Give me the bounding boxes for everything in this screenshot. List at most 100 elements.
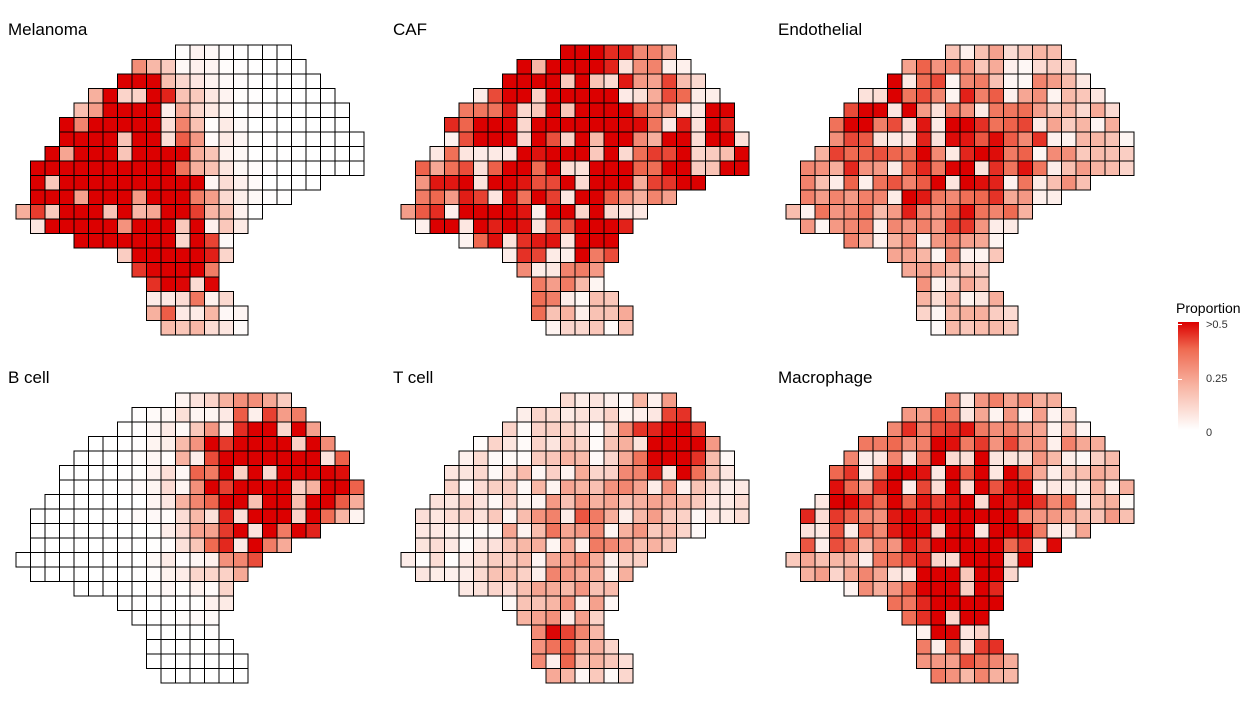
heatmap-cell xyxy=(829,566,845,582)
heatmap-cell xyxy=(1003,189,1019,205)
heatmap-cell xyxy=(988,44,1004,60)
heatmap-cell xyxy=(160,276,176,292)
heatmap-cell xyxy=(444,146,460,162)
heatmap-cell xyxy=(1046,44,1062,60)
heatmap-cell xyxy=(291,175,307,191)
heatmap-cell xyxy=(189,175,205,191)
heatmap-cell xyxy=(1046,88,1062,104)
heatmap-cell xyxy=(887,436,903,452)
heatmap-cell xyxy=(959,146,975,162)
heatmap-cell xyxy=(843,552,859,568)
heatmap-cell xyxy=(487,189,503,205)
heatmap-cell xyxy=(988,291,1004,307)
heatmap-cell xyxy=(858,218,874,234)
heatmap-cell xyxy=(1032,117,1048,133)
heatmap-cell xyxy=(117,552,133,568)
heatmap-cell xyxy=(59,146,75,162)
heatmap-cell xyxy=(574,494,590,510)
heatmap-cell xyxy=(218,407,234,423)
heatmap-cell xyxy=(291,436,307,452)
heatmap-cell xyxy=(618,320,634,336)
heatmap-cell xyxy=(487,465,503,481)
heatmap-cell xyxy=(872,218,888,234)
heatmap-cell xyxy=(545,247,561,263)
heatmap-cell xyxy=(618,537,634,553)
heatmap-cell xyxy=(204,450,220,466)
heatmap-cell xyxy=(872,479,888,495)
heatmap-cell xyxy=(175,305,191,321)
heatmap-cell xyxy=(959,117,975,133)
heatmap-cell xyxy=(218,436,234,452)
heatmap-cell xyxy=(487,479,503,495)
heatmap-cell xyxy=(930,595,946,611)
heatmap-cell xyxy=(458,160,474,176)
heatmap-cell xyxy=(160,595,176,611)
heatmap-cell xyxy=(146,552,162,568)
heatmap-cell xyxy=(632,88,648,104)
heatmap-cell xyxy=(117,102,133,118)
heatmap-cell xyxy=(444,508,460,524)
heatmap-cell xyxy=(690,160,706,176)
heatmap-cell xyxy=(916,465,932,481)
heatmap-cell xyxy=(1003,537,1019,553)
heatmap-cell xyxy=(189,421,205,437)
heatmap-cell xyxy=(959,59,975,75)
heatmap-cell xyxy=(858,233,874,249)
heatmap-cell xyxy=(632,189,648,205)
heatmap-cell xyxy=(175,552,191,568)
heatmap-cell xyxy=(872,465,888,481)
heatmap-cell xyxy=(131,88,147,104)
heatmap-cell xyxy=(218,146,234,162)
heatmap-cell xyxy=(262,189,278,205)
heatmap-cell xyxy=(160,653,176,669)
heatmap-cell xyxy=(516,247,532,263)
heatmap-cell xyxy=(589,581,605,597)
heatmap-cell xyxy=(959,160,975,176)
heatmap-cell xyxy=(160,320,176,336)
heatmap-cell xyxy=(247,421,263,437)
heatmap-cell xyxy=(574,160,590,176)
heatmap-cell xyxy=(473,494,489,510)
heatmap-cell xyxy=(974,494,990,510)
heatmap-cell xyxy=(146,233,162,249)
heatmap-cell xyxy=(603,595,619,611)
heatmap-cell xyxy=(516,160,532,176)
heatmap-cell xyxy=(1003,450,1019,466)
heatmap-cell xyxy=(429,204,445,220)
heatmap-cell xyxy=(59,552,75,568)
heatmap-cell xyxy=(930,88,946,104)
heatmap-cell xyxy=(560,566,576,582)
heatmap-cell xyxy=(959,392,975,408)
heatmap-cell xyxy=(974,523,990,539)
heatmap-cell xyxy=(131,566,147,582)
heatmap-cell xyxy=(603,392,619,408)
heatmap-cell xyxy=(146,204,162,220)
heatmap-cell xyxy=(1046,146,1062,162)
heatmap-cell xyxy=(560,523,576,539)
heatmap-cell xyxy=(189,204,205,220)
heatmap-cell xyxy=(189,581,205,597)
heatmap-cell xyxy=(160,436,176,452)
heatmap-cell xyxy=(1003,668,1019,684)
heatmap-cell xyxy=(59,508,75,524)
heatmap-cell xyxy=(618,653,634,669)
heatmap-cell xyxy=(560,117,576,133)
heatmap-cell xyxy=(88,131,104,147)
heatmap-cell xyxy=(901,552,917,568)
heatmap-cell xyxy=(916,73,932,89)
heatmap-cell xyxy=(146,436,162,452)
heatmap-cell xyxy=(204,494,220,510)
heatmap-cell xyxy=(901,537,917,553)
heatmap-cell xyxy=(690,494,706,510)
heatmap-cell xyxy=(589,59,605,75)
heatmap-cell xyxy=(930,117,946,133)
heatmap-cell xyxy=(959,88,975,104)
heatmap-cell xyxy=(1075,421,1091,437)
heatmap-cell xyxy=(632,117,648,133)
heatmap-cell xyxy=(545,508,561,524)
heatmap-cell xyxy=(88,479,104,495)
heatmap-cell xyxy=(916,624,932,640)
heatmap-cell xyxy=(262,436,278,452)
heatmap-cell xyxy=(560,44,576,60)
heatmap-cell xyxy=(204,436,220,452)
